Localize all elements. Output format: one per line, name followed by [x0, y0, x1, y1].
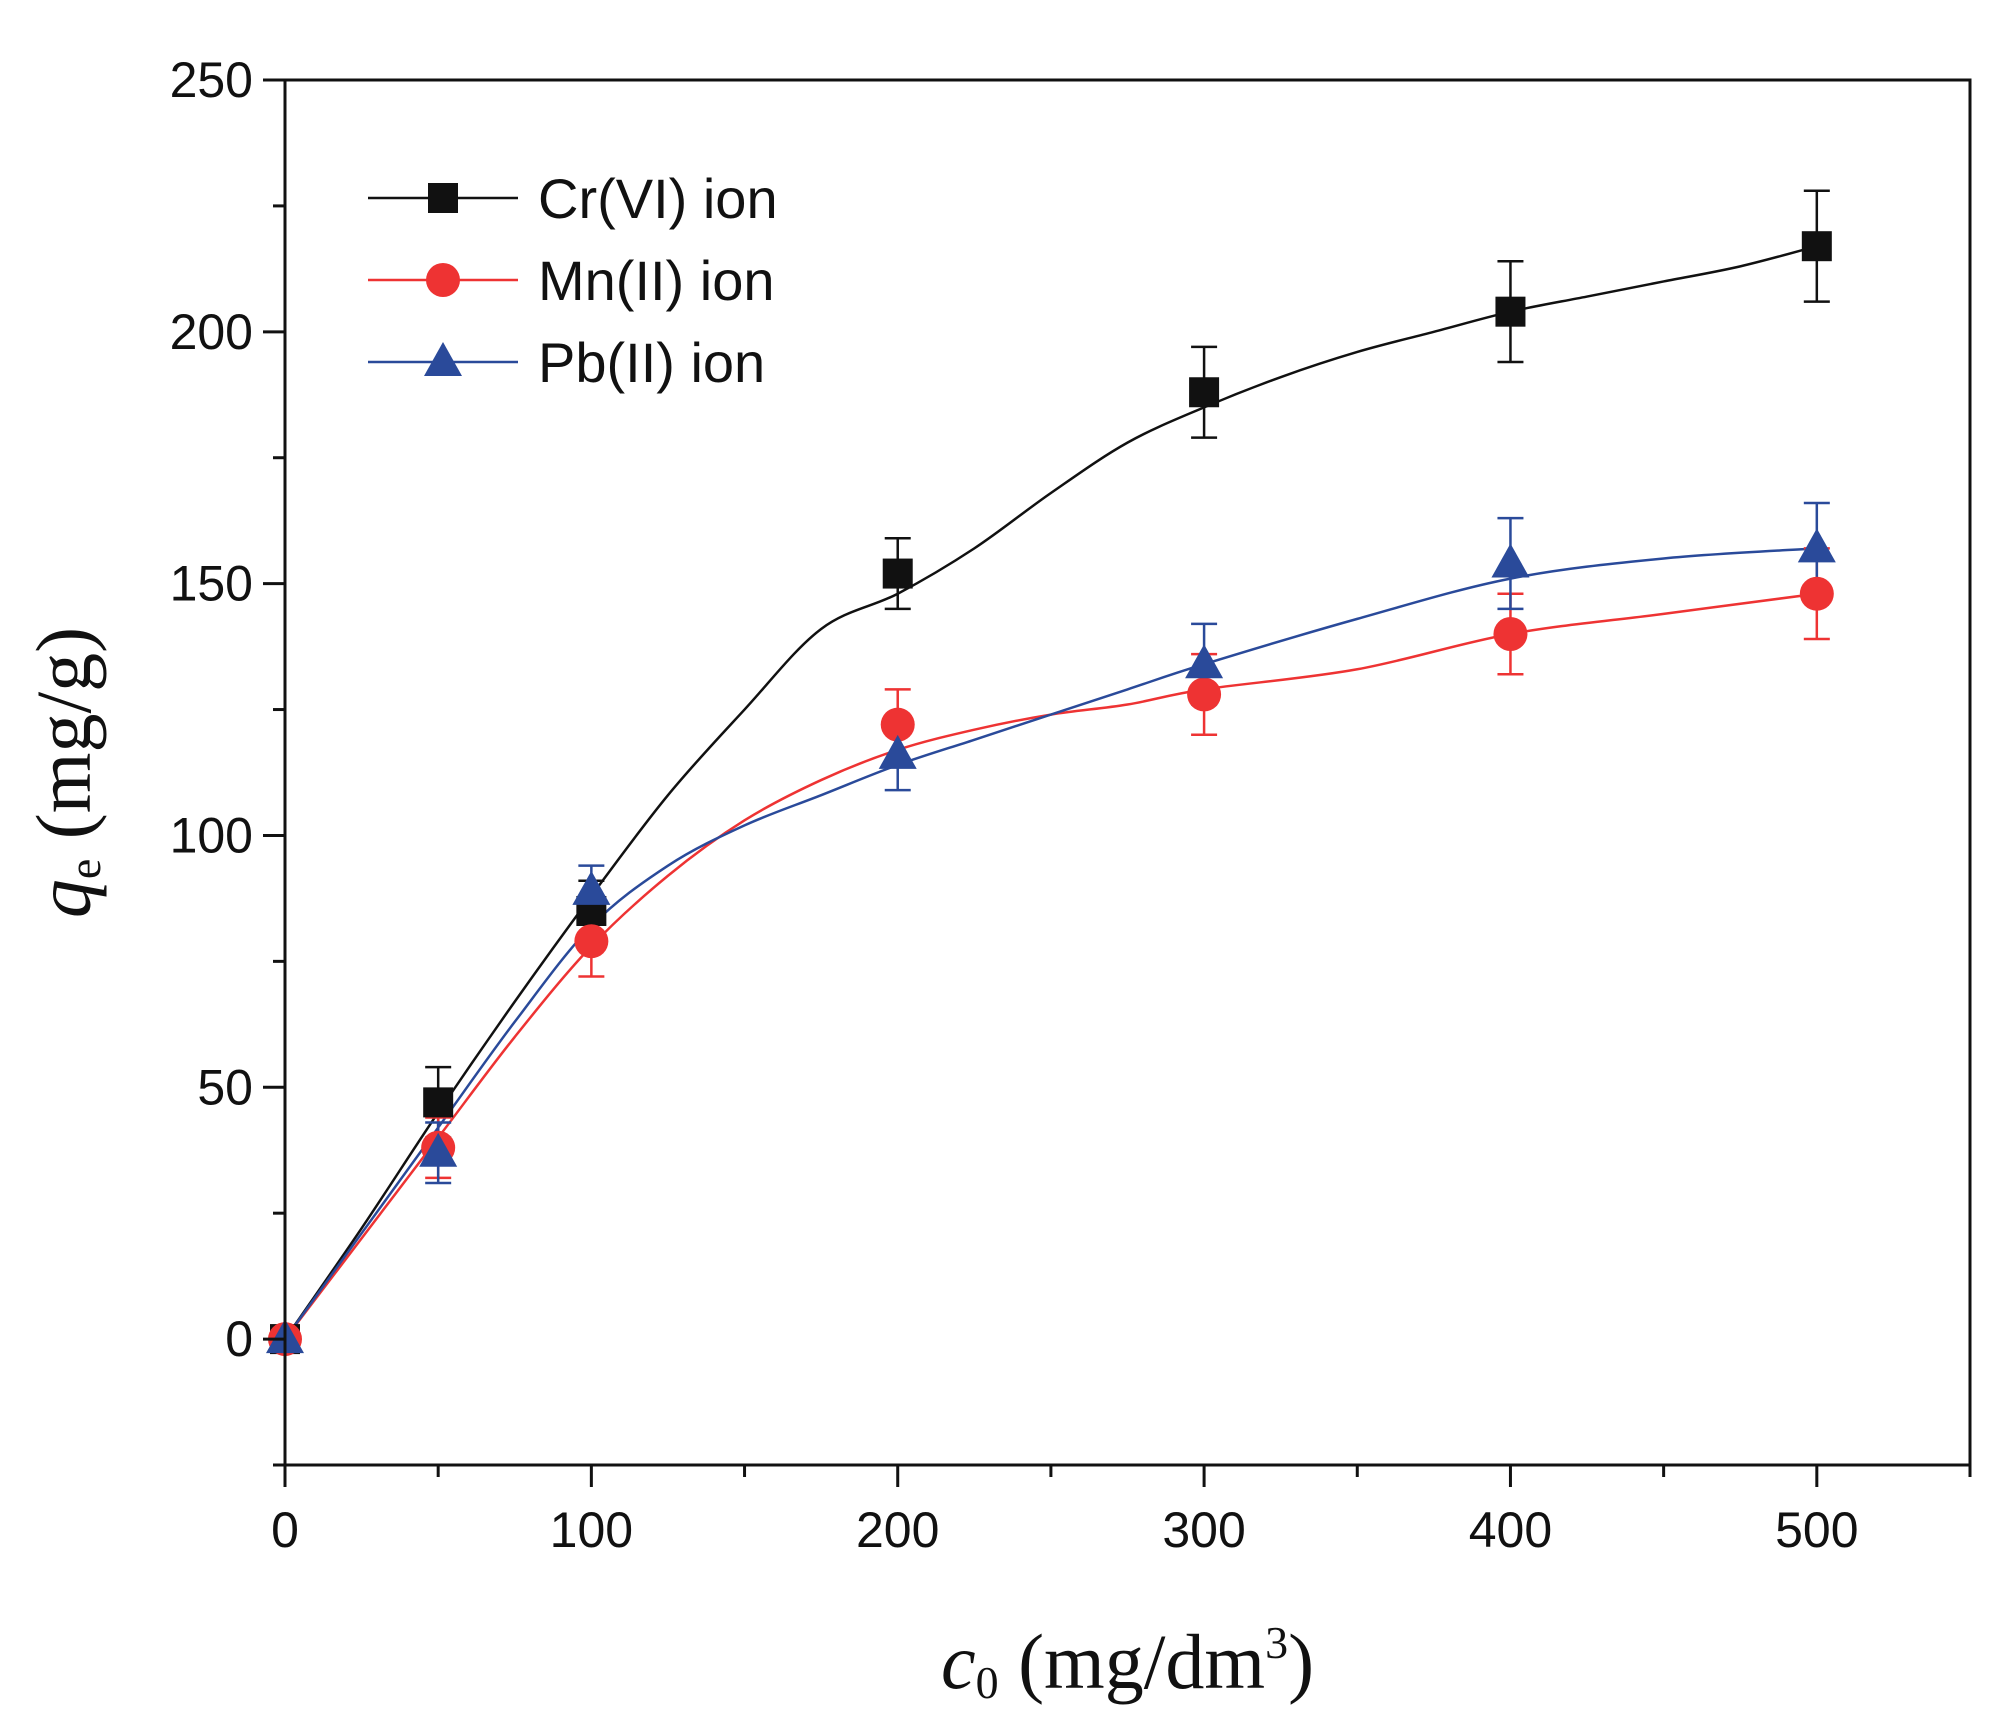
y-tick-labels: 0 50 100 150 200 250: [170, 52, 253, 1367]
data-point-circle: [1187, 677, 1222, 712]
data-point-square: [1495, 296, 1526, 327]
data-point-triangle: [572, 870, 611, 905]
data-point-circle: [1493, 617, 1528, 651]
axis-ticks: [263, 78, 1972, 1487]
legend-label: Pb(II) ion: [538, 331, 765, 394]
data-point-circle: [880, 707, 915, 742]
data-point-triangle: [1491, 543, 1530, 578]
y-tick-label: 100: [170, 807, 253, 863]
x-tick-label: 0: [271, 1502, 299, 1558]
data-point-triangle: [419, 1132, 458, 1167]
data-point-square: [1189, 377, 1220, 408]
x-axis-title: c0 (mg/dm3): [941, 1617, 1314, 1708]
fit-curve-mn: [284, 592, 1817, 1340]
data-point-circle: [1799, 576, 1834, 611]
legend: Cr(VI) ion Mn(II) ion Pb(II) ion: [368, 167, 778, 394]
fit-curve-pb: [283, 547, 1817, 1340]
y-tick-label: 0: [225, 1311, 253, 1367]
legend-marker-triangle: [424, 342, 462, 376]
legend-marker-square: [428, 183, 458, 213]
y-tick-label: 250: [170, 52, 253, 108]
x-tick-labels: 0 100 200 300 400 500: [271, 1502, 1858, 1558]
legend-label: Cr(VI) ion: [538, 167, 778, 230]
data-point-square: [882, 558, 913, 589]
fit-curve-cr: [283, 244, 1818, 1340]
fit-curves: [283, 244, 1818, 1340]
data-point-triangle: [1185, 644, 1224, 679]
legend-label: Mn(II) ion: [538, 249, 775, 312]
data-point-square: [423, 1087, 454, 1118]
data-point-triangle: [878, 734, 917, 769]
y-tick-label: 50: [197, 1059, 253, 1115]
x-tick-label: 300: [1162, 1502, 1245, 1558]
x-tick-label: 400: [1469, 1502, 1552, 1558]
legend-marker-circle: [426, 263, 460, 297]
data-point-triangle: [1797, 528, 1836, 563]
plot-frame: [283, 78, 1972, 1467]
x-tick-label: 500: [1775, 1502, 1858, 1558]
y-tick-label: 200: [170, 304, 253, 360]
y-tick-label: 150: [170, 556, 253, 612]
data-point-circle: [574, 924, 609, 959]
data-point-square: [1801, 231, 1832, 262]
x-tick-label: 200: [856, 1502, 939, 1558]
y-axis-title: qe (mg/g): [20, 627, 110, 918]
x-tick-label: 100: [550, 1502, 633, 1558]
data-markers: [266, 231, 1836, 1357]
